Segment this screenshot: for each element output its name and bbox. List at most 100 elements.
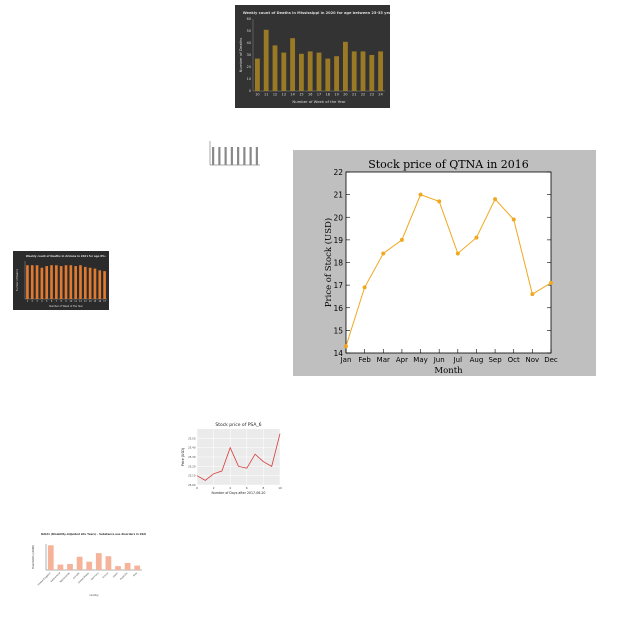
y-tick-label: 60 — [247, 17, 251, 21]
y-tick-label: 18 — [333, 259, 343, 268]
y-tick-label: 40 — [247, 41, 251, 45]
bar — [272, 45, 278, 91]
chart-title: Weekly count of Deaths in Arizona in 202… — [26, 254, 106, 258]
x-tick-label: 17 — [317, 92, 321, 96]
y-axis-label: Total DALYs (x1000) — [32, 545, 35, 569]
x-tick-label: Apr — [396, 356, 408, 364]
bar — [334, 56, 340, 91]
bar — [307, 51, 313, 91]
y-tick-label: 20 — [333, 213, 343, 222]
bar — [45, 266, 49, 299]
x-tick-label: 4 — [41, 300, 43, 303]
bar — [95, 553, 102, 570]
bar — [35, 265, 39, 299]
y-tick-label: 25.10 — [188, 474, 196, 478]
x-tick-label: Oct — [508, 356, 520, 364]
bar — [59, 266, 63, 299]
bar — [40, 267, 44, 299]
bar — [103, 271, 106, 299]
y-axis-label: Number of Deaths — [238, 38, 243, 73]
chart-svg: DALYs (Disability-Adjusted Life Years) -… — [32, 532, 147, 597]
chart-svg — [209, 141, 260, 166]
x-tick-label: United Kingdom — [37, 572, 52, 587]
y-tick-label: 10 — [247, 77, 251, 81]
data-point — [437, 199, 442, 204]
x-tick-label: 15 — [299, 92, 303, 96]
y-tick-label: 25.30 — [188, 455, 196, 459]
bar — [360, 51, 366, 91]
y-tick-label: 21 — [333, 191, 343, 200]
data-point — [344, 344, 348, 349]
x-tick-label: Netherlands — [59, 571, 71, 583]
data-point — [511, 217, 516, 222]
y-tick-label: 50 — [247, 29, 251, 33]
bar — [88, 267, 92, 299]
x-tick-label: 18 — [326, 92, 330, 96]
x-tick-label: 20 — [343, 92, 347, 96]
bar — [254, 58, 260, 91]
bar — [26, 265, 29, 299]
x-tick-label: Canada — [72, 571, 80, 579]
x-tick-label: 13 — [282, 92, 286, 96]
x-tick-label: 0 — [196, 486, 198, 490]
x-tick-label: Sep — [488, 356, 502, 364]
bar — [69, 265, 73, 299]
x-tick-label: 4 — [229, 486, 231, 490]
bar — [243, 147, 246, 165]
bar — [93, 268, 97, 299]
y-tick-label: 17 — [333, 281, 343, 290]
x-tick-label: 13 — [84, 300, 87, 303]
y-tick-label: 25.50 — [188, 436, 196, 440]
y-tick-label: 30 — [247, 53, 251, 57]
bar — [57, 564, 64, 570]
series-line — [196, 433, 281, 481]
x-tick-label: Mar — [377, 356, 390, 364]
x-tick-label: 1 — [27, 300, 29, 303]
x-tick-label: 10 — [69, 300, 72, 303]
bar — [64, 265, 68, 299]
chart-title: DALYs (Disability-Adjusted Life Years) -… — [41, 532, 146, 536]
y-tick-label: 25.20 — [188, 464, 196, 468]
x-tick-label: 14 — [89, 300, 92, 303]
bar — [115, 566, 121, 570]
bar — [351, 51, 357, 91]
y-tick-label: 15 — [333, 326, 343, 335]
x-tick-label: 12 — [273, 92, 277, 96]
x-tick-label: 24 — [378, 92, 382, 96]
bar — [124, 562, 131, 570]
bar — [263, 29, 269, 91]
y-tick-label: 14 — [333, 349, 343, 358]
bar — [67, 564, 73, 570]
x-tick-label: 21 — [352, 92, 356, 96]
x-axis-label: Number of Week of the Year — [49, 305, 83, 308]
bar — [378, 51, 384, 91]
chart-svg: Weekly count of Deaths in Arizona in 202… — [16, 254, 107, 308]
data-point — [399, 237, 404, 242]
y-axis-label: Price of Stock (USD) — [323, 218, 334, 307]
bar — [218, 147, 221, 165]
chart-svg: Stock price of QTNA in 2016 14 15 16 17 18 19 2… — [323, 158, 558, 376]
bar — [105, 556, 112, 570]
bar — [237, 147, 240, 165]
x-tick-label: 2 — [213, 486, 215, 490]
bar — [230, 147, 233, 165]
x-tick-label: Switzerland — [50, 571, 62, 583]
x-tick-label: 12 — [79, 300, 82, 303]
x-tick-label: 11 — [264, 92, 268, 96]
y-tick-label: 19 — [333, 236, 343, 245]
bar — [316, 52, 322, 91]
x-tick-label: Japan — [112, 571, 120, 579]
x-tick-label: 9 — [65, 300, 67, 303]
data-point — [474, 235, 479, 240]
chart-qtna-stock: Stock price of QTNA in 2016 14 15 16 17 18 19 2… — [293, 150, 596, 376]
x-tick-label: 8 — [60, 300, 62, 303]
bar — [342, 41, 348, 91]
chart-arizona-deaths: Weekly count of Deaths in Arizona in 202… — [13, 251, 109, 310]
x-tick-label: 6 — [51, 300, 53, 303]
x-tick-label: Aug — [470, 356, 484, 364]
data-point — [418, 192, 423, 197]
bar — [83, 266, 87, 299]
x-tick-label: 22 — [361, 92, 365, 96]
data-point — [493, 197, 498, 202]
bar — [212, 147, 215, 165]
